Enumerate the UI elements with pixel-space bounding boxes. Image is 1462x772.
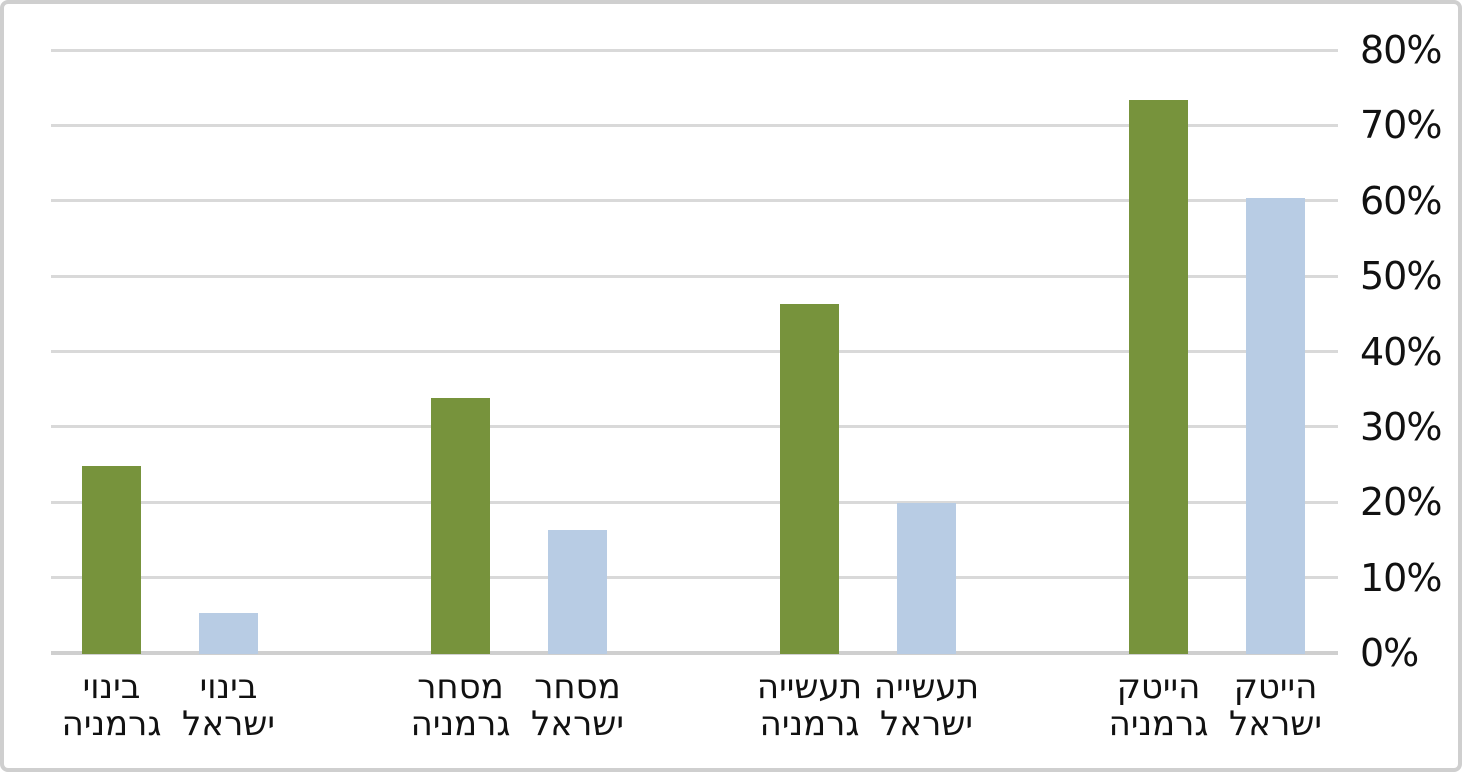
category-label-sector: הייטק [1116, 667, 1201, 707]
gridline-70% [51, 123, 1338, 127]
category-label-hightech-germany: הייטק גרמניה [1059, 669, 1259, 743]
bar-trade-germany [431, 397, 490, 654]
gridline-20% [51, 500, 1338, 504]
x-axis-line [51, 651, 1338, 655]
bar-industry-israel [897, 503, 956, 654]
category-label-sector: תעשייה [873, 667, 980, 707]
bar-construction-germany [82, 465, 141, 654]
gridline-30% [51, 425, 1338, 429]
y-tick-label-10%: 10% [1360, 555, 1442, 600]
y-tick-label-50%: 50% [1360, 254, 1442, 299]
category-label-country: גרמניה [1108, 704, 1209, 744]
category-label-industry-israel: תעשייה ישראל [827, 669, 1027, 743]
plot-area: 0% 10% 20% 30% 40% 50% 60% 70% 80% בינוי גרמניה בי… [4, 4, 1458, 768]
gridline-40% [51, 350, 1338, 353]
bar-hightech-israel [1246, 197, 1305, 654]
category-label-country: ישראל [531, 704, 624, 744]
y-tick-label-0%: 0% [1360, 631, 1419, 675]
bar-industry-germany [780, 303, 839, 654]
y-tick-label-20%: 20% [1360, 480, 1442, 525]
category-label-country: ישראל [1229, 704, 1322, 744]
y-tick-label-70%: 70% [1360, 103, 1442, 148]
category-label-country: גרמניה [410, 704, 511, 744]
gridline-60% [51, 199, 1338, 203]
category-label-construction-germany: בינוי גרמניה [12, 669, 212, 743]
gridline-80% [51, 48, 1338, 52]
category-label-country: ישראל [182, 704, 275, 744]
category-label-hightech-israel: הייטק ישראל [1176, 669, 1376, 743]
category-label-country: גרמניה [759, 704, 860, 744]
category-label-sector: בינוי [199, 667, 258, 707]
y-tick-label-80%: 80% [1360, 28, 1442, 72]
category-label-sector: בינוי [82, 667, 141, 707]
y-tick-label-60%: 60% [1360, 178, 1442, 223]
bar-construction-israel [199, 612, 258, 654]
category-label-country: ישראל [880, 704, 973, 744]
gridline-50% [51, 274, 1338, 278]
gridline-10% [51, 576, 1338, 580]
category-label-sector: מסחר [534, 667, 621, 707]
y-tick-label-30%: 30% [1360, 404, 1442, 449]
category-label-trade-israel: מסחר ישראל [478, 669, 678, 743]
bar-trade-israel [548, 529, 607, 654]
category-label-sector: הייטק [1233, 667, 1318, 707]
category-label-construction-israel: בינוי ישראל [129, 669, 329, 743]
bar-hightech-germany [1129, 99, 1188, 654]
category-label-industry-germany: תעשייה גרמניה [710, 669, 910, 743]
category-label-sector: מסחר [417, 667, 504, 707]
category-label-country: גרמניה [61, 704, 162, 744]
category-label-trade-germany: מסחר גרמניה [361, 669, 561, 743]
category-label-sector: תעשייה [756, 667, 863, 707]
y-tick-label-40%: 40% [1360, 329, 1442, 374]
